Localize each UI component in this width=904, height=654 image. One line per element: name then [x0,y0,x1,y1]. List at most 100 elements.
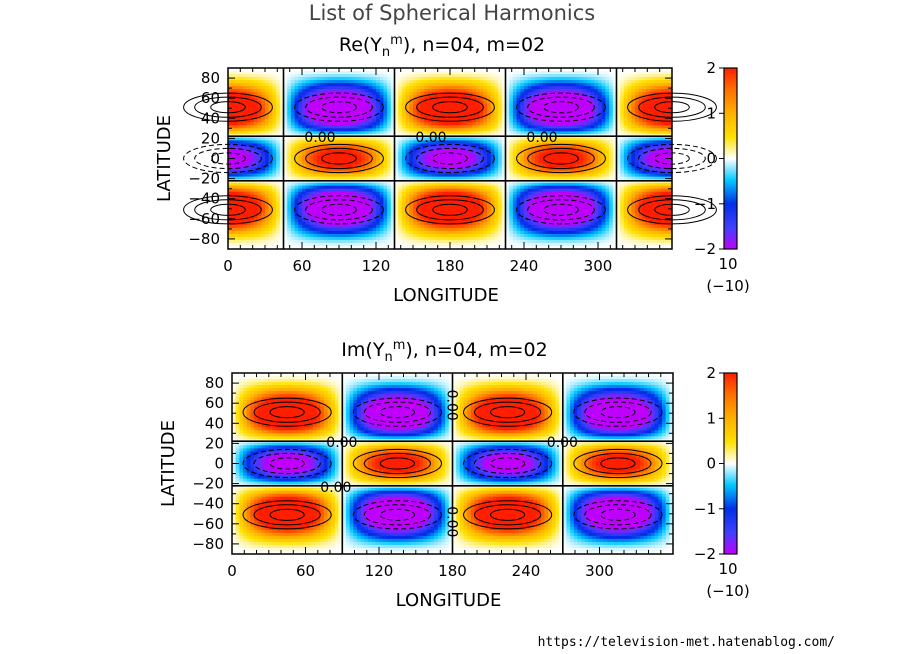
heatmap-cell [239,74,244,78]
heatmap-cell [586,89,591,93]
heatmap-cell [579,77,584,81]
heatmap-cell [390,185,395,190]
heatmap-cell [568,107,573,111]
heatmap-cell [350,185,355,190]
heatmap-cell [427,152,432,156]
heatmap-cell [516,188,521,193]
heatmap-cell [620,167,625,171]
heatmap-cell [631,170,636,174]
heatmap-cell [450,146,455,150]
heatmap-cell [446,149,451,153]
heatmap-cell [268,149,273,153]
heatmap-cell [324,80,329,84]
heatmap-cell [298,119,303,123]
heatmap-cell [290,146,295,150]
heatmap-cell [368,113,373,117]
heatmap-cell [383,176,388,181]
heatmap-cell [487,80,492,84]
heatmap-cell [575,71,580,75]
heatmap-cell [327,113,332,117]
heatmap-cell [235,137,240,141]
heatmap-cell [290,155,295,159]
heatmap-cell [431,80,436,84]
heatmap-cell [631,107,636,111]
heatmap-cell [520,101,525,105]
heatmap-cell [268,86,273,90]
heatmap-cell [298,185,303,190]
heatmap-cell [427,167,432,171]
heatmap-cell [668,155,673,159]
heatmap-cell [564,131,569,135]
heatmap-cell [416,71,421,75]
heatmap-cell [457,176,462,181]
heatmap-cell [572,149,577,153]
heatmap-cell [268,80,273,84]
heatmap-cell [461,128,466,132]
heatmap-cell [246,98,251,102]
heatmap-cell [409,104,414,108]
heatmap-cell [246,143,251,147]
heatmap-cell [327,182,332,187]
heatmap-cell [427,110,432,114]
heatmap-cell [631,152,636,156]
heatmap-cell [457,122,462,126]
heatmap-cell [361,71,366,75]
heatmap-cell [390,170,395,174]
heatmap-cell [401,140,406,144]
heatmap-cell [268,191,273,196]
heatmap-cell [272,191,277,196]
heatmap-cell [394,149,399,153]
heatmap-cell [283,185,288,190]
heatmap-cell [564,128,569,132]
heatmap-cell [642,119,647,123]
heatmap-cell [313,104,318,108]
heatmap-cell [653,140,658,144]
heatmap-cell [246,191,251,196]
heatmap-cell [642,149,647,153]
heatmap-cell [635,80,640,84]
heatmap-cell [553,143,558,147]
heatmap-cell [479,104,484,108]
heatmap-cell [494,155,499,159]
heatmap-cell [287,110,292,114]
heatmap-cell [372,158,377,162]
heatmap-cell [598,161,603,165]
heatmap-cell [538,92,543,96]
heatmap-cell [242,71,247,75]
heatmap-cell [535,188,540,193]
heatmap-cell [413,137,418,141]
heatmap-cell [316,89,321,93]
heatmap-cell [424,77,429,81]
heatmap-cell [361,155,366,159]
heatmap-cell [376,164,381,168]
heatmap-cell [609,176,614,181]
heatmap-cell [635,116,640,120]
heatmap-cell [568,125,573,129]
heatmap-cell [590,182,595,187]
heatmap-cell [446,98,451,102]
heatmap-cell [235,77,240,81]
heatmap-cell [387,89,392,93]
heatmap-cell [568,149,573,153]
heatmap-cell [527,167,532,171]
heatmap-cell [316,80,321,84]
heatmap-cell [524,80,529,84]
heatmap-cell [398,146,403,150]
heatmap-cell [583,122,588,126]
heatmap-cell [302,158,307,162]
heatmap-cell [313,191,318,196]
heatmap-cell [257,137,262,141]
heatmap-cell [431,77,436,81]
heatmap-cell [246,161,251,165]
heatmap-cell [231,74,236,78]
heatmap-cell [660,116,665,120]
heatmap-cell [464,74,469,78]
heatmap-cell [272,83,277,87]
heatmap-cell [394,158,399,162]
heatmap-cell [239,98,244,102]
heatmap-cell [416,98,421,102]
heatmap-cell [298,188,303,193]
heatmap-cell [598,113,603,117]
heatmap-cell [524,89,529,93]
heatmap-cell [494,143,499,147]
